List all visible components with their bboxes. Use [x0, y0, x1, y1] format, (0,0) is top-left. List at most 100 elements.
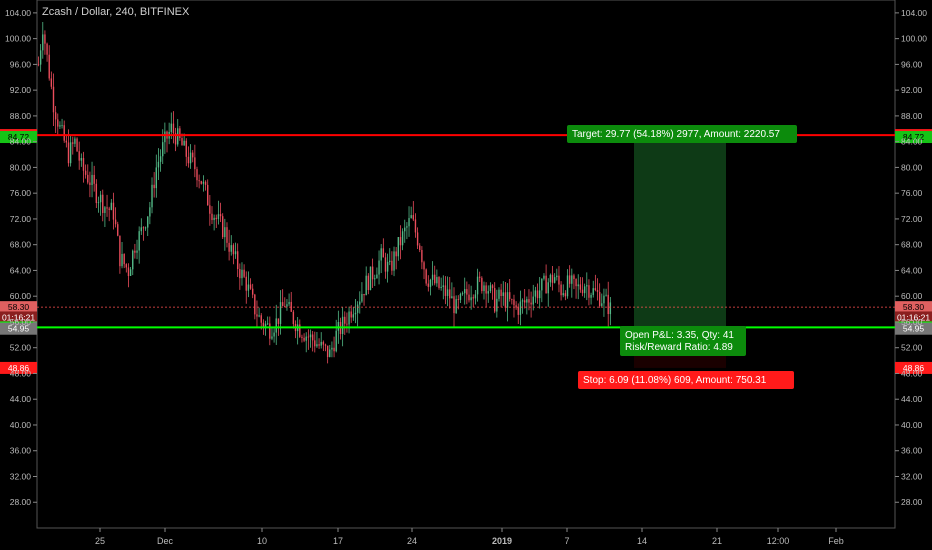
candle-body	[519, 301, 522, 315]
candle-body	[543, 275, 545, 279]
candle-body	[213, 217, 215, 221]
candle-body	[423, 262, 425, 270]
current-price-tag-label: 84.72	[8, 132, 30, 142]
candle-body	[425, 269, 427, 284]
low-marker-price-tag	[0, 322, 37, 335]
candle-body	[498, 289, 500, 299]
candle-body	[247, 284, 250, 291]
stop-price-tag-label: 48.86	[903, 363, 925, 373]
candle-body	[44, 34, 46, 44]
low-marker-price-tag-label: 54.95	[8, 324, 30, 334]
y-tick-label-left: 60.00	[10, 291, 32, 301]
y-tick-label-right: 72.00	[901, 214, 923, 224]
candle-body	[453, 296, 455, 314]
candle-body	[369, 266, 372, 291]
candle-body	[132, 250, 134, 270]
candle-body	[354, 312, 357, 315]
candle-body	[147, 216, 149, 228]
candle-body	[434, 274, 436, 284]
candle-body	[605, 294, 607, 296]
candle-body	[114, 219, 117, 225]
candle-body	[573, 275, 575, 280]
candle-body	[594, 288, 597, 291]
profit-zone[interactable]	[634, 135, 726, 328]
candle-body	[258, 315, 260, 317]
candle-body	[97, 202, 100, 204]
candle-body	[170, 123, 172, 132]
candle-body	[164, 131, 166, 143]
candle-body	[538, 290, 541, 299]
candle-body	[322, 341, 325, 345]
candle-body	[389, 260, 391, 262]
candle-body	[76, 138, 78, 152]
candle-body	[530, 302, 532, 305]
candle-body	[174, 133, 177, 145]
candle-body	[307, 336, 310, 338]
candle-body	[269, 323, 271, 339]
candle-body	[485, 285, 487, 294]
candle-body	[579, 284, 582, 290]
pnl-label[interactable]	[620, 326, 746, 356]
candle-body	[99, 194, 102, 203]
candle-body	[446, 289, 449, 296]
candle-body	[421, 249, 423, 263]
y-tick-label-right: 64.00	[901, 265, 923, 275]
candle-body	[365, 275, 367, 296]
candle-body	[281, 302, 284, 307]
candle-body	[359, 301, 361, 305]
y-tick-label-right: 32.00	[901, 471, 923, 481]
candle-body	[72, 142, 74, 144]
candle-body	[545, 275, 547, 294]
candle-body	[151, 184, 153, 208]
candle-body	[110, 202, 113, 210]
candle-body	[159, 156, 162, 162]
countdown-tag-label: 01:16:21	[2, 312, 35, 322]
candle-body	[532, 296, 534, 305]
candle-body	[416, 232, 419, 246]
candle-body	[592, 288, 594, 295]
candle-body	[254, 294, 256, 315]
candle-body	[249, 284, 252, 289]
candle-body	[412, 215, 415, 220]
candle-body	[361, 294, 363, 302]
candle-body	[333, 347, 335, 352]
target-label[interactable]	[567, 125, 797, 143]
stop-label[interactable]	[578, 371, 794, 389]
candle-body	[564, 293, 567, 297]
candle-body	[106, 207, 108, 209]
candle-body	[256, 314, 258, 317]
candle-body	[476, 276, 479, 295]
candle-body	[89, 182, 91, 186]
stop-label-text: Stop: 6.09 (11.08%) 609, Amount: 750.31	[583, 375, 767, 386]
y-tick-label-left: 84.00	[10, 137, 32, 147]
candle-body	[391, 260, 393, 271]
candle-body	[172, 123, 175, 134]
y-tick-label-right: 36.00	[901, 446, 923, 456]
candle-body	[179, 128, 181, 139]
candle-body	[371, 266, 374, 280]
candle-body	[67, 142, 70, 164]
y-tick-label-left: 44.00	[10, 394, 32, 404]
stop-price-tag-label: 48.86	[8, 363, 30, 373]
candle-body	[245, 276, 247, 291]
candle-body	[474, 294, 477, 299]
stop-price-tag	[895, 361, 932, 374]
candle-body	[500, 289, 502, 296]
candle-body	[363, 294, 365, 296]
candle-body	[211, 213, 213, 221]
candle-body	[52, 86, 55, 113]
candle-body	[37, 64, 40, 66]
candle-body	[266, 323, 269, 325]
candle-body	[601, 303, 603, 306]
candle-body	[57, 119, 59, 127]
candle-body	[224, 227, 226, 238]
candle-body	[125, 264, 128, 268]
candle-body	[262, 322, 265, 328]
candle-body	[65, 140, 68, 143]
candle-body	[290, 301, 292, 312]
candle-body	[528, 299, 530, 303]
candle-body	[444, 285, 447, 296]
candle-body	[42, 34, 44, 51]
candle-body	[153, 184, 155, 189]
